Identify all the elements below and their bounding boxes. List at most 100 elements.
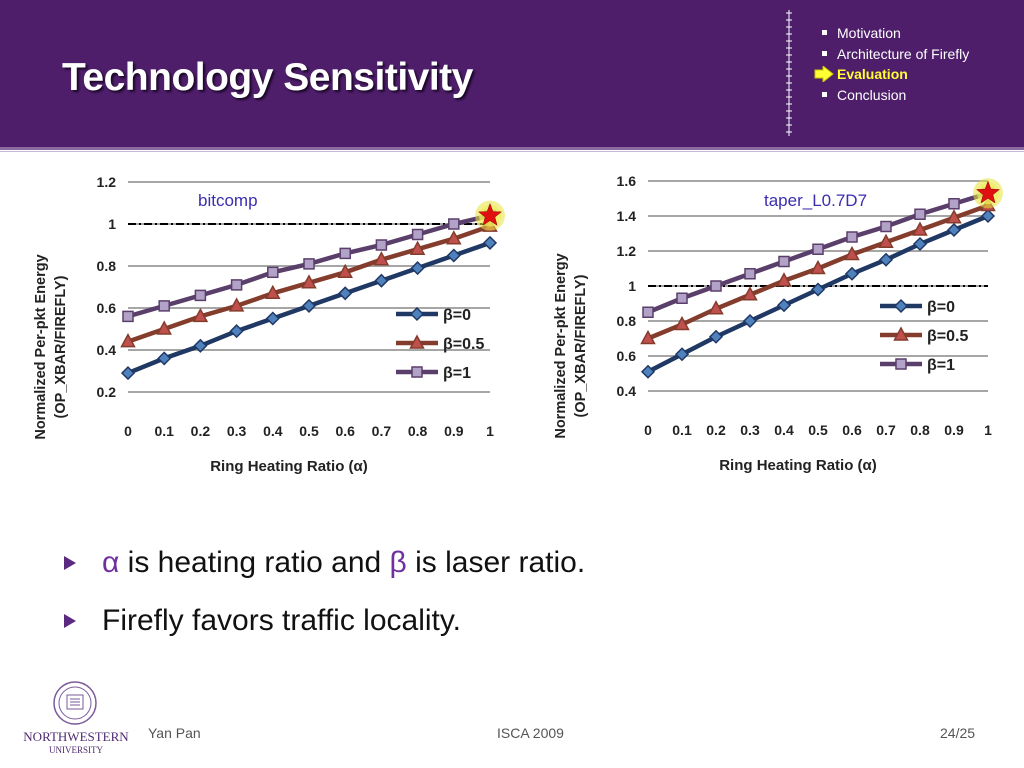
data-point-triangle	[446, 230, 462, 245]
bullet-icon	[822, 30, 827, 35]
data-point-triangle	[946, 209, 962, 224]
legend-label: β=0.5	[927, 328, 968, 345]
data-point-diamond	[878, 252, 894, 267]
legend-label: β=0.5	[443, 336, 484, 353]
data-point-square	[812, 243, 824, 255]
data-point-square	[267, 266, 279, 279]
data-point-triangle	[373, 251, 390, 266]
data-point-square	[744, 268, 756, 280]
x-tick-label: 0	[644, 422, 652, 438]
arrow-right-icon	[814, 66, 834, 82]
data-point-diamond	[776, 298, 792, 313]
data-point-square	[880, 220, 892, 233]
data-point-triangle	[912, 221, 928, 236]
data-point-square	[448, 218, 460, 230]
data-point-square	[339, 247, 351, 260]
legend-label: β=0	[443, 307, 471, 324]
data-point-diamond	[912, 236, 928, 252]
x-tick-label: 0.1	[154, 423, 174, 439]
y-tick-label: 1	[108, 216, 116, 232]
data-point-diamond	[893, 298, 909, 314]
legend-label: β=1	[443, 365, 471, 382]
data-point-square	[846, 231, 858, 243]
data-point-triangle	[228, 297, 245, 312]
x-tick-label: 0.8	[910, 422, 930, 438]
data-point-diamond	[229, 324, 244, 339]
data-point-triangle	[120, 333, 136, 348]
x-tick-label: 0.4	[774, 422, 794, 438]
data-point-square	[375, 239, 388, 251]
outline-nav: Motivation Architecture of Firefly Evalu…	[814, 23, 969, 106]
outline-label: Evaluation	[837, 66, 908, 82]
data-point-diamond	[265, 311, 280, 326]
x-tick-label: 0.2	[706, 422, 726, 438]
data-point-triangle	[337, 263, 353, 279]
data-point-triangle	[192, 307, 209, 323]
x-tick-label: 0.7	[372, 423, 392, 439]
header-rule	[0, 147, 1024, 150]
data-point-diamond	[446, 248, 461, 263]
footer-page-number: 24/25	[940, 725, 976, 741]
x-tick-label: 0.9	[944, 422, 964, 438]
data-point-diamond	[708, 329, 724, 344]
x-tick-label: 0.3	[740, 422, 760, 438]
outline-item-conclusion[interactable]: Conclusion	[820, 85, 969, 106]
data-point-square	[778, 255, 790, 268]
data-point-square	[676, 292, 688, 304]
data-point-diamond	[193, 338, 208, 353]
data-point-square	[230, 279, 243, 291]
x-tick-label: 0.2	[191, 423, 211, 439]
data-point-triangle	[409, 334, 425, 349]
legend-label: β=0	[927, 299, 955, 316]
y-tick-label: 0.4	[617, 383, 637, 399]
chart-taper: 0.4 0.6 0.8 1 1.2 1.4 1.6 0 0.1 0.2 0.3 0.4 0.5 0.6 0.…	[553, 173, 1003, 474]
data-point-triangle	[708, 300, 724, 315]
data-point-diamond	[301, 298, 317, 313]
data-point-triangle	[878, 233, 894, 248]
y-tick-label: 0.2	[97, 384, 117, 400]
y-tick-label: 0.4	[97, 342, 117, 358]
y-tick-label: 0.8	[97, 258, 117, 274]
data-point-diamond	[640, 364, 656, 379]
x-tick-label: 0	[124, 423, 132, 439]
data-point-square	[948, 198, 960, 210]
bullet-text: Firefly favors traffic locality.	[102, 596, 461, 646]
chart-title: bitcomp	[198, 191, 258, 210]
data-point-diamond	[844, 266, 860, 281]
bullet-text-part: is laser ratio.	[406, 546, 586, 579]
y-tick-label: 1.4	[617, 208, 637, 224]
data-point-diamond	[338, 286, 353, 301]
data-point-triangle	[844, 245, 860, 261]
y-tick-label: 1.2	[617, 243, 637, 259]
data-point-square	[411, 228, 424, 241]
data-point-diamond	[409, 306, 425, 322]
data-point-square	[411, 366, 423, 378]
outline-item-motivation[interactable]: Motivation	[820, 23, 969, 44]
data-point-triangle	[893, 326, 909, 341]
y-tick-label: 1.2	[97, 174, 117, 190]
footer-venue: ISCA 2009	[497, 725, 564, 741]
triangle-bullet-icon	[64, 614, 76, 628]
chart-title: taper_L0.7D7	[764, 191, 867, 210]
y-tick-label: 0.6	[97, 300, 117, 316]
slide-title: Technology Sensitivity	[62, 56, 473, 99]
star-icon	[477, 202, 503, 226]
data-point-square	[122, 310, 134, 323]
outline-item-evaluation[interactable]: Evaluation	[814, 64, 969, 85]
data-point-square	[914, 208, 926, 220]
x-tick-label: 0.3	[227, 423, 247, 439]
legend-label: β=1	[927, 357, 955, 374]
x-tick-label: 0.8	[408, 423, 428, 439]
data-point-triangle	[674, 315, 690, 331]
bullet-icon	[822, 50, 827, 56]
data-point-square	[895, 358, 907, 370]
greek-symbol: β	[389, 546, 407, 579]
y-tick-label: 0.6	[617, 348, 637, 364]
outline-item-architecture[interactable]: Architecture of Firefly	[820, 44, 969, 65]
data-point-triangle	[301, 274, 317, 289]
bullet-text-part: Firefly favors traffic locality.	[102, 604, 461, 637]
x-tick-label: 1	[984, 422, 992, 438]
data-point-diamond	[120, 366, 136, 381]
data-point-square	[303, 258, 315, 270]
x-tick-label: 0.9	[444, 423, 464, 439]
